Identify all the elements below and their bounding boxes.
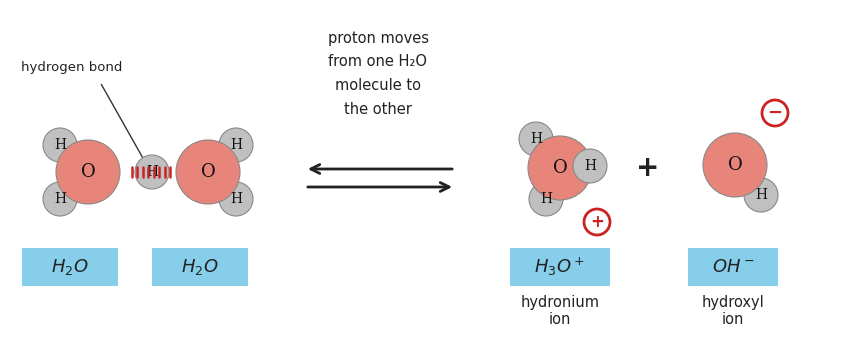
Circle shape bbox=[43, 128, 77, 162]
Circle shape bbox=[744, 178, 778, 212]
Text: H: H bbox=[54, 192, 66, 206]
Text: hydrogen bond: hydrogen bond bbox=[22, 61, 123, 74]
Circle shape bbox=[176, 140, 240, 204]
Text: H: H bbox=[230, 138, 242, 152]
FancyBboxPatch shape bbox=[22, 248, 118, 286]
Text: O: O bbox=[80, 163, 95, 181]
FancyBboxPatch shape bbox=[688, 248, 778, 286]
Text: ion: ion bbox=[549, 313, 571, 327]
Text: proton moves: proton moves bbox=[327, 30, 429, 45]
Text: $OH^-$: $OH^-$ bbox=[712, 258, 754, 276]
Circle shape bbox=[519, 122, 553, 156]
Text: from one H₂O: from one H₂O bbox=[328, 54, 428, 69]
FancyBboxPatch shape bbox=[152, 248, 248, 286]
Text: O: O bbox=[727, 156, 742, 174]
Text: H: H bbox=[584, 159, 596, 173]
Text: +: + bbox=[636, 154, 660, 182]
Text: molecule to: molecule to bbox=[335, 78, 421, 94]
Circle shape bbox=[584, 209, 610, 235]
Text: O: O bbox=[553, 159, 568, 177]
Text: H: H bbox=[755, 188, 767, 202]
Circle shape bbox=[703, 133, 767, 197]
Text: −: − bbox=[767, 104, 783, 122]
Text: H: H bbox=[146, 165, 158, 179]
Circle shape bbox=[135, 155, 169, 189]
Circle shape bbox=[573, 149, 607, 183]
Text: $H_2O$: $H_2O$ bbox=[51, 257, 89, 277]
Text: H: H bbox=[54, 138, 66, 152]
Circle shape bbox=[528, 136, 592, 200]
Circle shape bbox=[529, 182, 563, 216]
Text: $H_3O^+$: $H_3O^+$ bbox=[535, 256, 586, 278]
Text: H: H bbox=[540, 192, 552, 206]
Text: hydroxyl: hydroxyl bbox=[702, 294, 765, 310]
Circle shape bbox=[219, 182, 253, 216]
Circle shape bbox=[219, 128, 253, 162]
Circle shape bbox=[762, 100, 788, 126]
Text: H: H bbox=[230, 192, 242, 206]
Text: ion: ion bbox=[721, 313, 744, 327]
Text: O: O bbox=[200, 163, 215, 181]
Circle shape bbox=[43, 182, 77, 216]
Text: +: + bbox=[590, 213, 604, 231]
Text: hydronium: hydronium bbox=[520, 294, 600, 310]
Text: $H_2O$: $H_2O$ bbox=[181, 257, 219, 277]
Text: H: H bbox=[530, 132, 542, 146]
FancyBboxPatch shape bbox=[510, 248, 610, 286]
Circle shape bbox=[56, 140, 120, 204]
Text: the other: the other bbox=[344, 102, 412, 118]
